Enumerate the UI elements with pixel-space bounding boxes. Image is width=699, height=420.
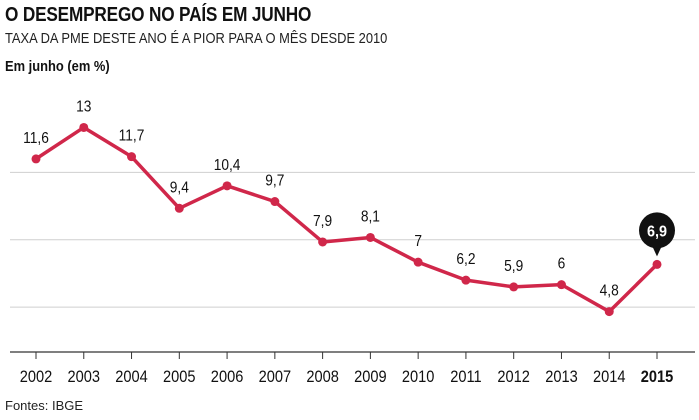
data-label: 9,4 (170, 178, 189, 196)
series-line (34, 125, 659, 314)
x-tick-label: 2013 (545, 368, 578, 386)
x-tick-label: 2007 (259, 368, 292, 386)
data-point (127, 152, 137, 162)
callout-badge (639, 212, 675, 249)
data-point (222, 181, 232, 191)
source-note: Fontes: IBGE (5, 398, 84, 413)
data-label: 8,1 (361, 208, 380, 226)
data-label: 7,9 (313, 212, 332, 230)
data-label: 5,9 (504, 257, 523, 275)
data-point (31, 154, 41, 164)
data-point (174, 203, 184, 213)
data-label: 4,8 (600, 282, 619, 300)
data-label: 9,7 (265, 172, 284, 190)
x-tick-label: 2009 (354, 368, 387, 386)
data-label: 7 (414, 232, 422, 250)
data-point (413, 257, 423, 267)
data-label: 6 (558, 255, 566, 273)
data-label: 11,7 (119, 127, 145, 145)
x-tick-labels: 2002 2003 2004 2005 2006 2007 2008 2009 2010 2011… (20, 368, 674, 386)
x-axis (10, 351, 695, 359)
chart-title: O DESEMPREGO NO PAÍS EM JUNHO (5, 4, 312, 26)
data-label: 6,2 (456, 250, 475, 268)
chart-subtitle: TAXA DA PME DESTE ANO É A PIOR PARA O MÊ… (5, 30, 388, 47)
data-point (365, 232, 375, 242)
x-tick-label: 2003 (68, 368, 101, 386)
data-point (270, 197, 280, 207)
x-tick-label: 2004 (115, 368, 148, 386)
x-tick-label: 2005 (163, 368, 196, 386)
data-label: 6,9 (647, 223, 667, 241)
x-tick-label: 2010 (402, 368, 435, 386)
data-label: 11,6 (23, 129, 49, 147)
series-line-path (34, 125, 659, 314)
x-tick-label: 2011 (450, 368, 482, 386)
data-label: 13 (76, 98, 91, 116)
data-label: 10,4 (214, 156, 241, 174)
data-point (604, 307, 614, 317)
data-point (652, 259, 662, 269)
x-tick-label: 2008 (306, 368, 339, 386)
data-point (79, 122, 89, 132)
unit-label: Em junho (em %) (5, 58, 110, 75)
data-point (509, 282, 519, 292)
data-point (556, 280, 566, 290)
x-tick-label: 2002 (20, 368, 53, 386)
x-tick-label: 2015 (641, 368, 674, 386)
x-tick-label: 2014 (593, 368, 626, 386)
x-tick-label: 2012 (497, 368, 530, 386)
data-point (318, 237, 328, 247)
x-tick-label: 2006 (211, 368, 244, 386)
data-point (461, 275, 471, 285)
data-labels: 11,6 13 11,7 9,4 10,4 9,7 7,9 8,1 7 6,2 5,9 6 4,8 6,9 (23, 98, 675, 300)
data-points (31, 122, 662, 317)
